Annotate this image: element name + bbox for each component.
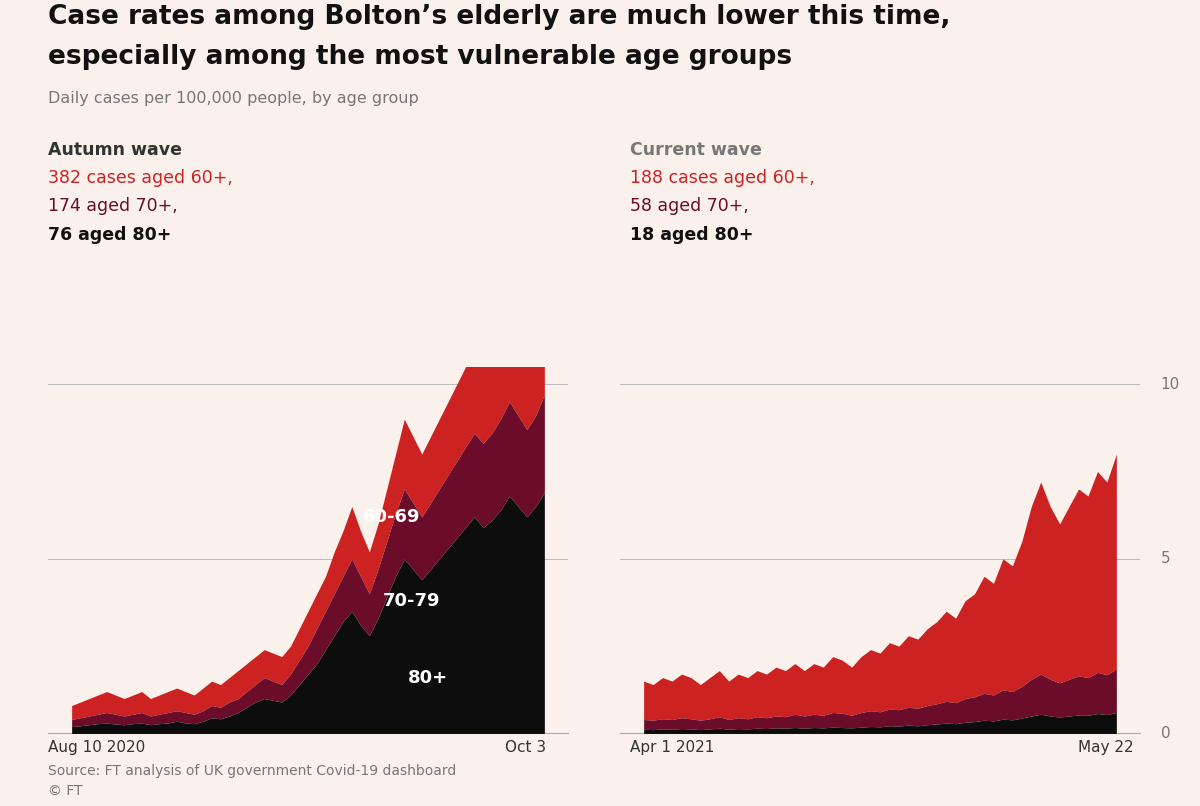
Text: 80+: 80+	[408, 669, 448, 687]
Text: 174 aged 70+,: 174 aged 70+,	[48, 197, 178, 215]
Text: May 22: May 22	[1079, 740, 1134, 755]
Text: 76 aged 80+: 76 aged 80+	[48, 226, 172, 243]
Text: 188 cases aged 60+,: 188 cases aged 60+,	[630, 169, 815, 187]
Text: Autumn wave: Autumn wave	[48, 141, 182, 159]
Text: 60-69: 60-69	[362, 508, 420, 526]
Text: especially among the most vulnerable age groups: especially among the most vulnerable age…	[48, 44, 792, 70]
Text: © FT: © FT	[48, 783, 83, 797]
Text: 0: 0	[1160, 726, 1170, 741]
Text: Source: FT analysis of UK government Covid-19 dashboard: Source: FT analysis of UK government Cov…	[48, 764, 456, 778]
Text: 58 aged 70+,: 58 aged 70+,	[630, 197, 749, 215]
Text: Daily cases per 100,000 people, by age group: Daily cases per 100,000 people, by age g…	[48, 91, 419, 106]
Text: 18 aged 80+: 18 aged 80+	[630, 226, 754, 243]
Text: 70-79: 70-79	[383, 592, 440, 609]
Text: 382 cases aged 60+,: 382 cases aged 60+,	[48, 169, 233, 187]
Text: 5: 5	[1160, 551, 1170, 567]
Text: 10: 10	[1160, 376, 1180, 392]
Text: Apr 1 2021: Apr 1 2021	[630, 740, 714, 755]
Text: Current wave: Current wave	[630, 141, 762, 159]
Text: Oct 3: Oct 3	[505, 740, 546, 755]
Text: Case rates among Bolton’s elderly are much lower this time,: Case rates among Bolton’s elderly are mu…	[48, 4, 950, 30]
Text: Aug 10 2020: Aug 10 2020	[48, 740, 145, 755]
